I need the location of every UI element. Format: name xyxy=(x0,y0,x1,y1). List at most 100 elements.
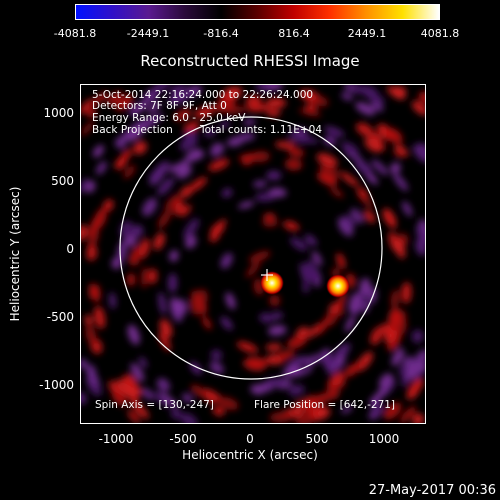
pattern-blob xyxy=(114,157,127,170)
pattern-blob xyxy=(208,158,230,171)
pattern-blob xyxy=(106,91,123,106)
pattern-blob xyxy=(364,91,385,105)
pattern-blob xyxy=(391,348,405,367)
timestamp: 27-May-2017 00:36 xyxy=(368,483,496,498)
pattern-blob xyxy=(365,172,379,185)
pattern-blob xyxy=(418,142,425,158)
pattern-blob xyxy=(111,257,122,270)
pattern-blob xyxy=(344,315,356,333)
pattern-blob xyxy=(412,144,425,163)
pattern-blob xyxy=(362,301,370,314)
pattern-blob xyxy=(89,283,96,300)
x-tick: -500 xyxy=(169,432,197,446)
pattern-blob xyxy=(86,245,98,261)
pattern-blob xyxy=(169,164,179,174)
pattern-blob xyxy=(182,393,193,403)
pattern-blob xyxy=(114,137,126,149)
pattern-blob xyxy=(389,310,402,331)
pattern-blob xyxy=(253,180,267,188)
pattern-blob xyxy=(298,135,320,144)
pattern-blob xyxy=(149,170,163,184)
pattern-blob xyxy=(296,326,309,338)
colorbar-tick: 816.4 xyxy=(278,27,310,40)
pattern-blob xyxy=(344,85,355,92)
pattern-blob xyxy=(324,126,345,137)
pattern-blob xyxy=(201,315,212,330)
pattern-blob xyxy=(259,312,274,324)
pattern-blob xyxy=(81,98,94,115)
pattern-blob xyxy=(160,392,179,409)
pattern-blob xyxy=(321,355,333,367)
pattern-blob xyxy=(383,402,402,420)
y-axis-label: Heliocentric Y (arcsec) xyxy=(8,186,22,322)
pattern-blob xyxy=(103,199,114,212)
pattern-blob xyxy=(283,220,300,231)
pattern-blob xyxy=(131,224,144,237)
solar-image xyxy=(80,84,426,424)
pattern-blob xyxy=(287,335,308,349)
pattern-blob xyxy=(345,364,358,377)
pattern-blob xyxy=(237,132,256,142)
info-flare-position: Flare Position = [642,-271] xyxy=(254,399,396,411)
pattern-blob xyxy=(329,187,344,198)
pattern-blob xyxy=(212,406,225,416)
pattern-blob xyxy=(84,314,93,327)
y-tick: 500 xyxy=(51,174,74,188)
reconstructed-map xyxy=(81,85,425,423)
pattern-blob xyxy=(133,140,147,155)
info-energy: Energy Range: 6.0 - 25.0 keV xyxy=(92,112,246,124)
solar-limb-circle xyxy=(119,116,383,380)
pattern-blob xyxy=(116,379,131,397)
pattern-blob xyxy=(316,153,338,167)
pattern-blob xyxy=(371,159,389,176)
pattern-blob xyxy=(323,137,336,146)
pattern-blob xyxy=(338,217,352,233)
pattern-blob xyxy=(140,266,149,289)
pattern-blob xyxy=(81,391,87,405)
pattern-blob xyxy=(304,353,323,367)
pattern-blob xyxy=(87,370,100,387)
pattern-blob xyxy=(248,250,271,263)
pattern-blob xyxy=(412,413,425,423)
pattern-blob xyxy=(132,100,149,114)
pattern-blob xyxy=(321,172,338,184)
pattern-blob xyxy=(275,141,296,149)
pattern-blob xyxy=(368,410,379,420)
pattern-blob xyxy=(406,362,420,380)
pattern-blob xyxy=(225,106,248,115)
pattern-blob xyxy=(243,118,256,126)
pattern-blob xyxy=(299,262,310,286)
pattern-blob xyxy=(194,105,216,119)
pattern-blob xyxy=(189,296,201,316)
pattern-blob xyxy=(341,405,353,414)
pattern-blob xyxy=(115,94,134,111)
pattern-blob xyxy=(403,356,415,368)
x-tick: 500 xyxy=(305,432,329,446)
pattern-blob xyxy=(293,398,313,408)
pattern-blob xyxy=(138,238,150,259)
pattern-blob xyxy=(370,387,388,404)
image-title: Reconstructed RHESSI Image xyxy=(140,52,360,70)
pattern-blob xyxy=(355,159,373,175)
info-time: 5-Oct-2014 22:16:24.000 to 22:26:24.000 xyxy=(92,89,314,101)
pattern-blob xyxy=(364,137,382,153)
colorbar xyxy=(75,4,440,20)
pattern-blob xyxy=(223,86,243,99)
pattern-blob xyxy=(225,292,236,310)
pattern-blob xyxy=(292,127,309,135)
pattern-blob xyxy=(266,108,281,117)
pattern-blob xyxy=(339,171,359,187)
pattern-blob xyxy=(343,214,356,228)
pattern-blob xyxy=(412,379,425,395)
pattern-blob xyxy=(305,260,319,283)
pattern-blob xyxy=(390,289,400,309)
pattern-blob xyxy=(268,187,287,198)
pattern-blob xyxy=(81,177,88,194)
pattern-blob xyxy=(245,261,261,278)
pattern-blob xyxy=(356,187,369,199)
pattern-blob xyxy=(86,107,97,118)
pattern-blob xyxy=(190,384,208,399)
pattern-blob xyxy=(350,208,364,224)
pattern-blob xyxy=(174,108,192,121)
pattern-blob xyxy=(251,150,271,163)
